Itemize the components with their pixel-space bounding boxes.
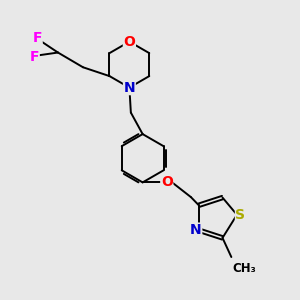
Text: F: F — [30, 50, 39, 64]
Text: O: O — [124, 34, 135, 49]
Text: S: S — [236, 208, 245, 222]
Text: N: N — [124, 81, 135, 94]
Text: N: N — [190, 223, 202, 237]
Text: CH₃: CH₃ — [233, 262, 256, 275]
Text: F: F — [33, 31, 42, 45]
Text: O: O — [161, 176, 173, 189]
